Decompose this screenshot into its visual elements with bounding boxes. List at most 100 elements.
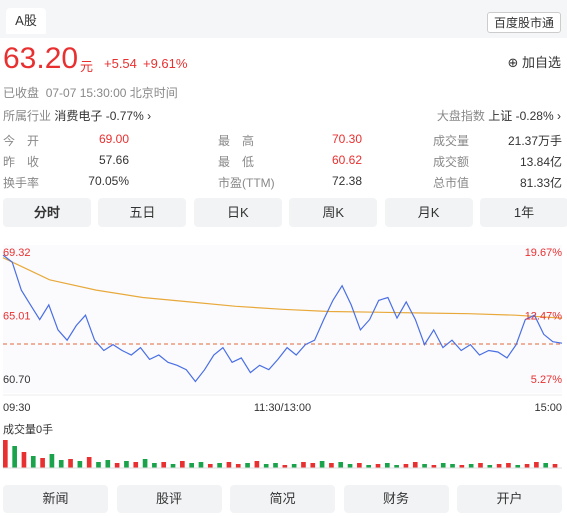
volume-bar: [254, 461, 260, 468]
stat-value: 60.62: [331, 153, 362, 167]
stat-value: 21.37万手: [507, 134, 562, 148]
time: 07-07 15:30:00: [45, 86, 127, 100]
volume-bar: [30, 456, 36, 468]
volume-bar: [310, 463, 316, 468]
x-tick-label: 15:00: [534, 402, 562, 414]
volume-bar: [496, 464, 502, 468]
y2-tick-label: 5.27%: [531, 374, 562, 386]
index[interactable]: 大盘指数 上证 -0.28% ›: [436, 109, 561, 123]
bottom-tab[interactable]: 简况: [230, 485, 335, 513]
period-tab[interactable]: 日K: [193, 198, 282, 227]
bottom-tab[interactable]: 新闻: [3, 485, 108, 513]
avg-line: [2, 257, 563, 319]
x-tick-label: 09:30: [3, 402, 31, 414]
volume-bar: [273, 463, 278, 468]
stat-label: 成交额: [433, 155, 470, 169]
chart: 69.32 19.67% 65.01 12.47% 60.70 5.27% 09:30 11:…: [2, 245, 563, 469]
volume-bar: [142, 459, 148, 468]
volume-bar: [403, 464, 409, 468]
zone: 北京时间: [129, 86, 178, 100]
volume-bar: [3, 440, 8, 468]
volume-bar: [114, 463, 120, 468]
y-tick-label: 60.70: [3, 374, 31, 386]
volume-bar: [524, 464, 530, 468]
volume-bar: [301, 462, 306, 468]
stat-value: 70.30: [331, 132, 362, 146]
stat-value: 72.38: [331, 174, 362, 188]
volume-bar: [161, 462, 167, 468]
stat-label: 换手率: [3, 176, 40, 190]
y-tick-label: 65.01: [3, 310, 31, 322]
stat-label: 成交量: [433, 134, 470, 148]
period-tab[interactable]: 1年: [480, 198, 567, 227]
y2-tick-label: 12.47%: [525, 310, 563, 322]
stat-label: 今 开: [3, 134, 40, 148]
bottom-tab[interactable]: 股评: [116, 485, 222, 513]
volume-bar: [440, 463, 446, 468]
period-tab[interactable]: 分时: [3, 198, 91, 227]
index-pct: -0.28%: [515, 109, 554, 123]
industry-pct: -0.77%: [105, 109, 144, 123]
volume-bar: [96, 462, 101, 468]
app-button[interactable]: 百度股市通: [486, 12, 561, 33]
volume-bar: [40, 458, 45, 468]
industry-name: 消费电子: [54, 109, 103, 123]
stat-label: 昨 收: [3, 155, 40, 169]
a-share-tab[interactable]: A股: [6, 8, 46, 34]
stat-label: 市盈(TTM): [218, 176, 275, 190]
volume-bar: [534, 462, 539, 468]
volume-bar: [450, 464, 455, 468]
volume-bar: [86, 457, 92, 468]
stat-value: 70.05%: [88, 174, 129, 188]
top-bar: [0, 0, 567, 38]
volume-bar: [245, 463, 250, 468]
period-tab[interactable]: 周K: [289, 198, 378, 227]
volume-bar: [235, 464, 241, 468]
period-tab[interactable]: 月K: [384, 198, 473, 227]
volume-bar: [263, 464, 269, 468]
volume-bar: [366, 465, 372, 468]
volume-bar: [68, 459, 73, 468]
stat-value: 81.33亿: [519, 176, 562, 190]
volume-bar: [207, 464, 213, 468]
volume-bar: [431, 465, 437, 468]
volume-bar: [552, 464, 558, 468]
volume-bar: [12, 446, 17, 468]
volume-bar: [515, 465, 521, 468]
volume-bar: [412, 462, 418, 468]
index-name: 上证: [488, 109, 513, 123]
volume-bar: [329, 463, 334, 468]
watch-label: 加自选: [521, 55, 561, 70]
stat-label: 最 低: [218, 155, 255, 169]
volume-bar: [468, 464, 474, 468]
volume-label: 成交量0手: [3, 422, 53, 436]
volume-bar: [133, 462, 139, 468]
volume-bar: [21, 452, 27, 468]
volume-bar: [198, 462, 204, 468]
y-tick-label: 69.32: [3, 247, 31, 259]
price: 63.20: [3, 42, 79, 75]
change-pct: +9.61%: [143, 56, 188, 71]
volume-bar: [189, 463, 194, 468]
price-line: [2, 254, 563, 383]
volume-bar: [338, 462, 344, 468]
volume-bar: [394, 465, 399, 468]
stat-label: 总市值: [433, 176, 470, 190]
volume-bar: [180, 461, 185, 468]
industry[interactable]: 所属行业 消费电子 -0.77% ›: [3, 109, 152, 123]
bottom-tab[interactable]: 财务: [343, 485, 449, 513]
volume-bar: [375, 464, 381, 468]
period-tab[interactable]: 五日: [98, 198, 187, 227]
watch-button[interactable]: ⊕ 加自选: [507, 55, 561, 70]
volume-bar: [384, 463, 390, 468]
volume-bar: [543, 463, 549, 468]
volume-bar: [105, 460, 111, 468]
volume-bar: [226, 462, 232, 468]
volume-bar: [217, 463, 222, 468]
stat-value: 13.84亿: [519, 155, 562, 169]
volume-bar: [170, 464, 176, 468]
volume-bar: [77, 461, 83, 468]
bottom-tab[interactable]: 开户: [457, 485, 562, 513]
index-label: 大盘指数: [436, 109, 485, 123]
